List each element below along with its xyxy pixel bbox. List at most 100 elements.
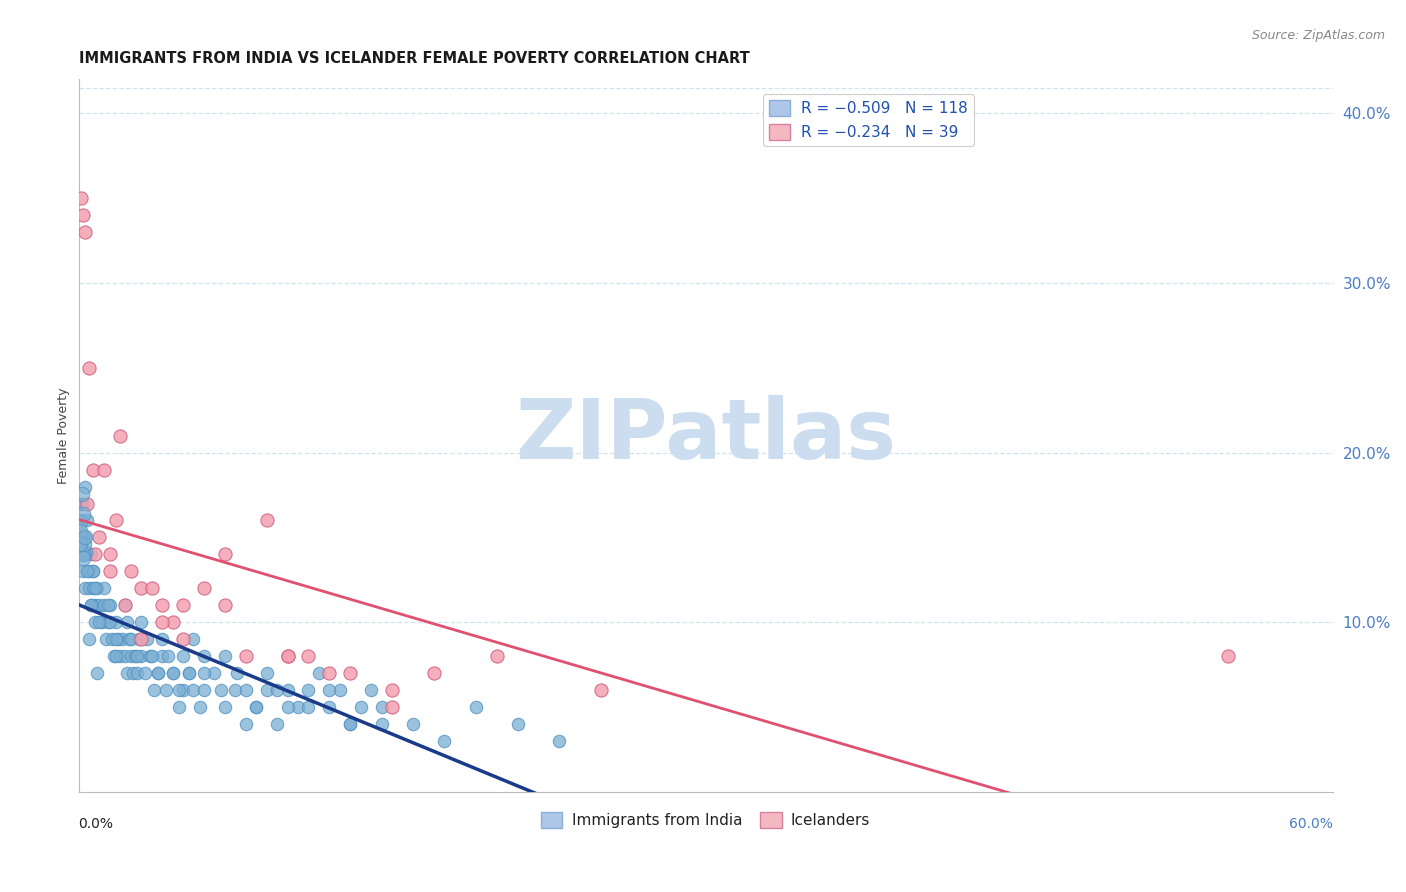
- Point: [297, 649, 319, 664]
- Point: [591, 683, 613, 698]
- Point: [72, 208, 94, 222]
- Point: [172, 683, 194, 698]
- Point: [136, 632, 159, 647]
- Point: [141, 649, 163, 664]
- Point: [162, 666, 184, 681]
- Point: [77, 360, 100, 375]
- Point: [172, 649, 194, 664]
- Point: [277, 649, 299, 664]
- Point: [226, 666, 249, 681]
- Text: ZIPatlas: ZIPatlas: [515, 395, 896, 476]
- Point: [69, 514, 91, 528]
- Point: [146, 666, 169, 681]
- Point: [105, 632, 128, 647]
- Point: [120, 565, 142, 579]
- Point: [146, 666, 169, 681]
- Point: [73, 225, 96, 239]
- Point: [72, 551, 94, 566]
- Point: [141, 582, 163, 596]
- Point: [69, 531, 91, 545]
- Point: [89, 615, 111, 630]
- Point: [155, 683, 177, 698]
- Point: [297, 683, 319, 698]
- Point: [1218, 649, 1240, 664]
- Point: [329, 683, 352, 698]
- Point: [172, 599, 194, 613]
- Point: [107, 632, 129, 647]
- Text: Source: ZipAtlas.com: Source: ZipAtlas.com: [1251, 29, 1385, 42]
- Point: [69, 496, 91, 510]
- Point: [256, 666, 278, 681]
- Point: [423, 666, 446, 681]
- Point: [76, 548, 98, 562]
- Point: [548, 734, 571, 748]
- Point: [82, 462, 104, 476]
- Point: [381, 700, 404, 714]
- Point: [84, 582, 107, 596]
- Point: [93, 599, 115, 613]
- Point: [150, 649, 173, 664]
- Point: [69, 536, 91, 550]
- Point: [277, 649, 299, 664]
- Point: [179, 666, 201, 681]
- Point: [134, 666, 156, 681]
- Point: [360, 683, 382, 698]
- Point: [256, 683, 278, 698]
- Point: [89, 531, 111, 545]
- Point: [120, 632, 142, 647]
- Point: [73, 530, 96, 544]
- Point: [105, 649, 128, 664]
- Point: [370, 717, 392, 731]
- Point: [114, 599, 136, 613]
- Point: [214, 649, 236, 664]
- Point: [69, 191, 91, 205]
- Point: [266, 683, 288, 698]
- Point: [193, 582, 215, 596]
- Point: [72, 548, 94, 562]
- Point: [402, 717, 425, 731]
- Point: [89, 599, 111, 613]
- Point: [277, 700, 299, 714]
- Point: [235, 649, 257, 664]
- Point: [98, 615, 121, 630]
- Point: [235, 717, 257, 731]
- Point: [80, 599, 103, 613]
- Point: [142, 683, 165, 698]
- Text: 60.0%: 60.0%: [1289, 817, 1333, 831]
- Point: [172, 632, 194, 647]
- Point: [72, 565, 94, 579]
- Point: [370, 700, 392, 714]
- Point: [73, 544, 96, 558]
- Point: [150, 599, 173, 613]
- Point: [245, 700, 267, 714]
- Point: [202, 666, 225, 681]
- Point: [464, 700, 486, 714]
- Point: [256, 514, 278, 528]
- Point: [214, 700, 236, 714]
- Point: [381, 683, 404, 698]
- Point: [193, 666, 215, 681]
- Point: [84, 599, 107, 613]
- Point: [506, 717, 529, 731]
- Point: [120, 649, 142, 664]
- Text: 0.0%: 0.0%: [79, 817, 114, 831]
- Point: [209, 683, 232, 698]
- Point: [72, 548, 94, 562]
- Point: [105, 514, 128, 528]
- Point: [339, 717, 361, 731]
- Point: [86, 582, 108, 596]
- Point: [124, 649, 146, 664]
- Point: [73, 531, 96, 545]
- Point: [167, 683, 190, 698]
- Point: [105, 615, 128, 630]
- Point: [245, 700, 267, 714]
- Point: [339, 717, 361, 731]
- Point: [111, 632, 134, 647]
- Point: [70, 486, 93, 500]
- Point: [125, 649, 148, 664]
- Point: [73, 537, 96, 551]
- Point: [485, 649, 508, 664]
- Point: [114, 599, 136, 613]
- Point: [72, 496, 94, 510]
- Point: [80, 599, 103, 613]
